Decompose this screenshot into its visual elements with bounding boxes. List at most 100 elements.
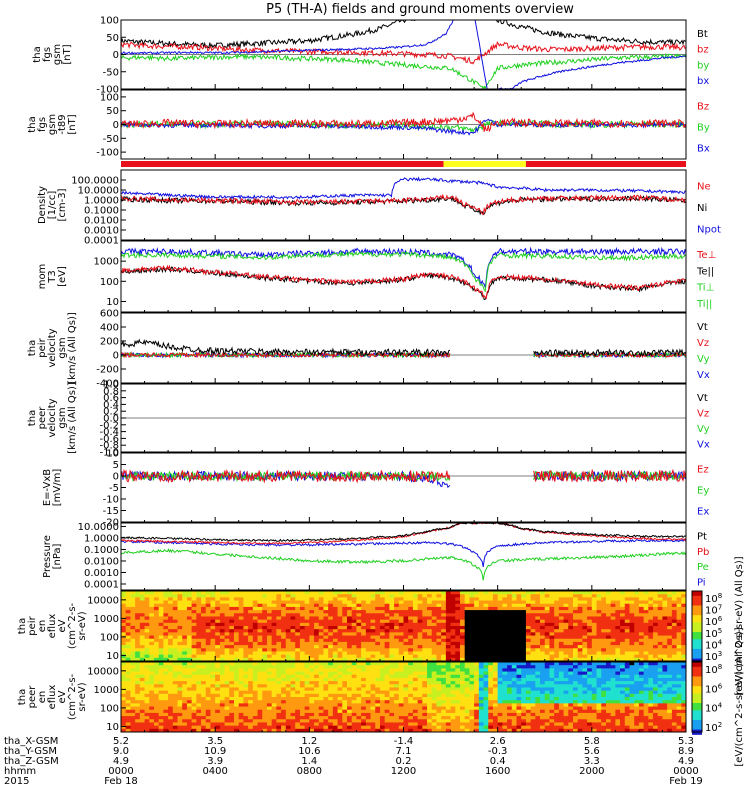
heatmap-cell — [681, 610, 687, 614]
heatmap-cell — [624, 626, 630, 630]
heatmap-cell — [347, 626, 353, 630]
heatmap-cell — [356, 657, 362, 662]
heatmap-cell — [596, 600, 602, 605]
heatmap-cell — [422, 610, 428, 614]
heatmap-cell — [563, 641, 569, 646]
heatmap-cell — [455, 687, 461, 692]
heatmap-cell — [408, 690, 414, 695]
heatmap-cell — [234, 700, 240, 704]
heatmap-cell — [149, 635, 155, 640]
heatmap-cell — [238, 629, 244, 633]
heatmap-cell — [177, 674, 183, 679]
heatmap-cell — [587, 657, 593, 662]
heatmap-cell — [591, 616, 597, 621]
heatmap-cell — [229, 616, 235, 621]
heatmap-cell — [299, 613, 306, 617]
heatmap-cell — [502, 719, 508, 723]
heatmap-cell — [309, 712, 315, 717]
heatmap-cell — [139, 677, 145, 682]
heatmap-cell — [271, 681, 277, 685]
heatmap-cell — [191, 693, 197, 698]
heatmap-cell — [121, 597, 127, 601]
heatmap-cell — [676, 600, 682, 605]
heatmap-cell — [525, 591, 532, 595]
heatmap-cell — [163, 722, 169, 727]
heatmap-cell — [469, 654, 475, 659]
heatmap-cell — [219, 606, 225, 611]
heatmap-cell — [587, 626, 593, 630]
heatmap-cell — [540, 591, 546, 595]
heatmap-cell — [563, 613, 569, 617]
heatmap-cell — [328, 681, 334, 685]
heatmap-cell — [365, 648, 371, 652]
heatmap-cell — [271, 591, 277, 595]
heatmap-cell — [516, 616, 522, 621]
heatmap-cell — [582, 648, 588, 652]
y-tick-label: -0.6 — [99, 434, 119, 445]
heatmap-cell — [460, 657, 466, 662]
heatmap-cell — [158, 632, 164, 636]
heatmap-cell — [634, 622, 640, 627]
heatmap-cell — [412, 725, 419, 730]
heatmap-cell — [638, 654, 645, 659]
heatmap-cell — [460, 687, 466, 692]
heatmap-cell — [370, 725, 376, 730]
heatmap-cell — [342, 638, 348, 643]
heatmap-cell — [365, 706, 371, 711]
heatmap-cell — [379, 671, 386, 676]
heatmap-cell — [130, 603, 136, 608]
heatmap-cell — [172, 671, 178, 676]
heatmap-cell — [492, 594, 499, 598]
heatmap-cell — [577, 600, 583, 605]
heatmap-cell — [290, 671, 296, 676]
heatmap-cell — [417, 722, 423, 727]
heatmap-cell — [653, 600, 659, 605]
heatmap-cell — [403, 603, 409, 608]
heatmap-cell — [153, 594, 160, 598]
heatmap-cell — [276, 657, 282, 662]
heatmap-cell — [591, 638, 597, 643]
heatmap-cell — [436, 662, 442, 666]
heatmap-cell — [201, 662, 207, 666]
heatmap-cell — [271, 687, 277, 692]
heatmap-cell — [492, 716, 499, 720]
heatmap-cell — [441, 591, 447, 595]
heatmap-cell — [332, 665, 338, 669]
heatmap-cell — [370, 591, 376, 595]
heatmap-cell — [478, 616, 484, 621]
heatmap-cell — [568, 622, 574, 627]
heatmap-cell — [257, 603, 263, 608]
heatmap-cell — [351, 709, 357, 714]
heatmap-cell — [229, 677, 235, 682]
heatmap-cell — [671, 657, 677, 662]
heatmap-cell — [361, 728, 367, 733]
heatmap-cell — [478, 700, 484, 704]
heatmap-cell — [379, 591, 386, 595]
heatmap-cell — [243, 591, 249, 595]
heatmap-cell — [347, 629, 353, 633]
heatmap-cell — [361, 709, 367, 714]
heatmap-cell — [295, 665, 301, 669]
heatmap-cell — [464, 626, 470, 630]
heatmap-cell — [186, 700, 193, 704]
heatmap-cell — [375, 728, 381, 733]
heatmap-cell — [643, 594, 649, 598]
heatmap-cell — [323, 712, 329, 717]
heatmap-cell — [648, 654, 654, 659]
heatmap-cell — [365, 603, 371, 608]
heatmap-cell — [379, 684, 386, 688]
heatmap-cell — [257, 716, 263, 720]
heatmap-cell — [182, 706, 188, 711]
heatmap-cell — [497, 687, 503, 692]
heatmap-cell — [662, 597, 668, 601]
heatmap-cell — [601, 635, 607, 640]
heatmap-cell — [417, 606, 423, 611]
heatmap-cell — [365, 703, 371, 707]
heatmap-cell — [525, 603, 532, 608]
heatmap-cell — [474, 594, 480, 598]
heatmap-cell — [125, 687, 131, 692]
heatmap-cell — [662, 645, 668, 649]
heatmap-cell — [205, 597, 211, 601]
heatmap-cell — [337, 648, 343, 652]
heatmap-cell — [507, 594, 513, 598]
